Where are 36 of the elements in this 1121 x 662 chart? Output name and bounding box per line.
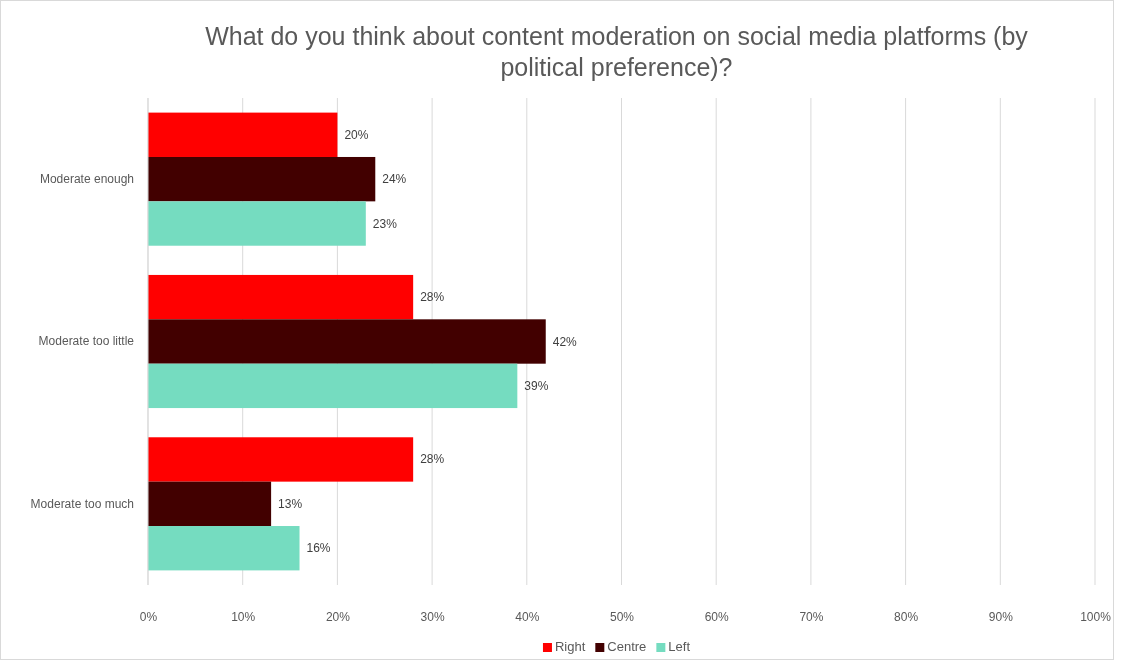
bar [148,526,300,571]
data-label: 28% [420,290,445,305]
bar [148,437,414,482]
x-tick-label: 90% [988,609,1014,624]
y-tick-label: Moderate too much [30,496,134,511]
y-tick-label: Moderate too little [38,334,135,349]
x-tick-label: 100% [1080,609,1112,624]
x-tick-label: 50% [609,609,635,624]
bar [148,156,376,202]
bar [148,363,518,409]
data-label: 23% [372,216,398,231]
x-tick-label: 40% [515,609,540,624]
data-label: 39% [524,378,549,393]
legend-label: Left [668,639,691,654]
legend-label: Right [554,639,586,654]
bar [148,112,338,157]
x-tick-label: 30% [420,609,445,624]
bar [148,274,414,320]
data-label: 24% [382,172,407,187]
bar [148,319,546,364]
data-label: 13% [278,496,303,511]
legend-label: Centre [607,639,647,654]
x-tick-label: 80% [894,609,919,624]
data-label: 42% [552,334,578,349]
x-tick-label: 70% [799,609,824,624]
x-tick-label: 20% [325,609,351,624]
bar [148,481,272,527]
data-label: 16% [306,541,331,556]
x-tick-label: 10% [231,609,256,624]
x-tick-label: 0% [139,609,158,624]
data-label: 20% [344,127,369,142]
bar [148,201,366,246]
x-tick-label: 60% [704,609,730,624]
chart-title: What do you think about content moderation on social media platforms (by political preference)? [205,22,1029,81]
y-tick-label: Moderate enough [39,172,134,187]
data-label: 28% [420,452,445,467]
